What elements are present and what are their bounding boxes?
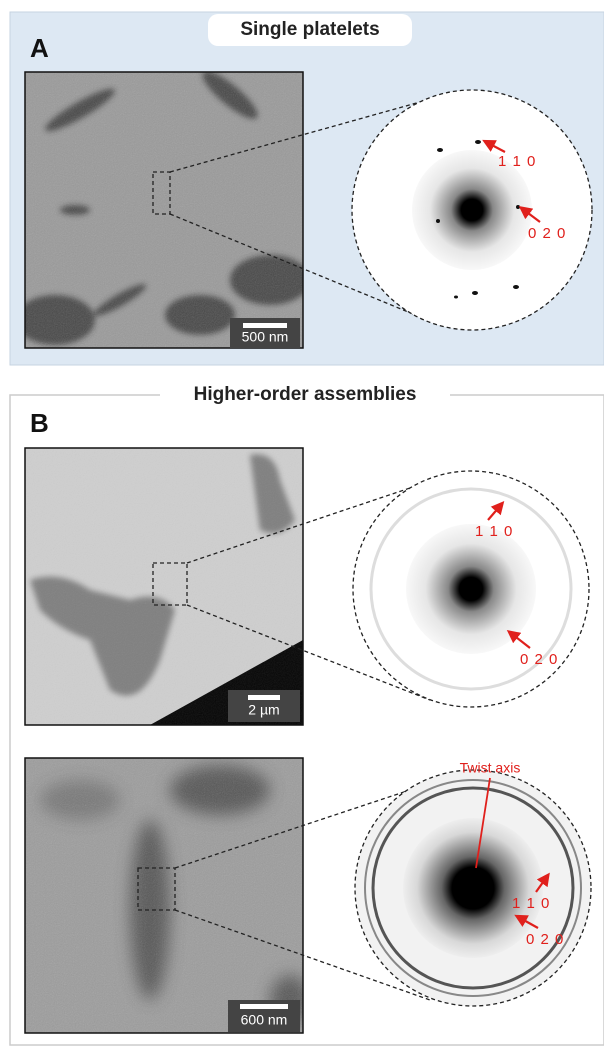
diffraction-center [412,150,532,270]
zoom-line [169,213,436,324]
twist-axis-line [475,777,491,869]
micrograph-frame [24,447,304,726]
diffraction-outline [354,769,592,1007]
spot-label: 0 2 0 [528,225,566,242]
spot-label: 0 2 0 [526,931,564,948]
spot-label: 1 1 0 [475,523,513,540]
arrow [518,206,541,223]
zoom-line [169,101,421,173]
diffraction-ring [364,779,582,997]
scale-bar [243,323,287,328]
arrow [487,500,505,521]
arrow [535,872,550,893]
diffraction-center [406,524,536,654]
scale-bar-label: 500 nm [242,329,289,345]
panel-label: A [30,33,49,63]
diffraction-center [403,818,543,958]
panel-title: Higher-order assemblies [194,384,417,405]
micrograph [25,72,303,348]
zoom-line [186,487,411,564]
spot-label: 0 2 0 [520,651,558,668]
arrow [506,629,531,649]
diffraction-outline [352,470,590,708]
title-gap [160,384,450,408]
annotation: Twist axis [460,760,521,776]
zoom-line [174,909,431,1001]
spot-label: 1 1 0 [512,895,550,912]
scale-bar [240,1004,288,1009]
scale-bar-label: 2 µm [248,702,279,718]
zoom-line [186,604,431,701]
zoom-line [174,789,411,869]
panel-label: B [30,408,49,438]
micrograph-frame [24,757,304,1034]
scale-bar-label: 600 nm [241,1012,288,1028]
diffraction-ring [371,786,575,990]
panel-b: Higher-order assemblies B 2 µm 1 1 0 0 2… [9,384,604,1046]
zoom-box [152,562,188,606]
arrow [482,139,506,153]
zoom-box [152,171,171,215]
diffraction-ring [369,487,573,691]
zoom-box [137,867,176,911]
micrograph-frame [24,71,304,349]
scale-bar [248,695,280,700]
panel-title: Single platelets [240,19,379,40]
arrow [514,914,539,929]
diffraction-spots [436,140,520,299]
diffraction-outline [351,89,593,331]
micrograph [25,448,303,725]
panel-a: Single platelets A 500 nm 1 1 0 0 2 0 [9,11,604,366]
spot-label: 1 1 0 [498,153,536,170]
title-pill [208,14,412,46]
micrograph [25,758,303,1033]
